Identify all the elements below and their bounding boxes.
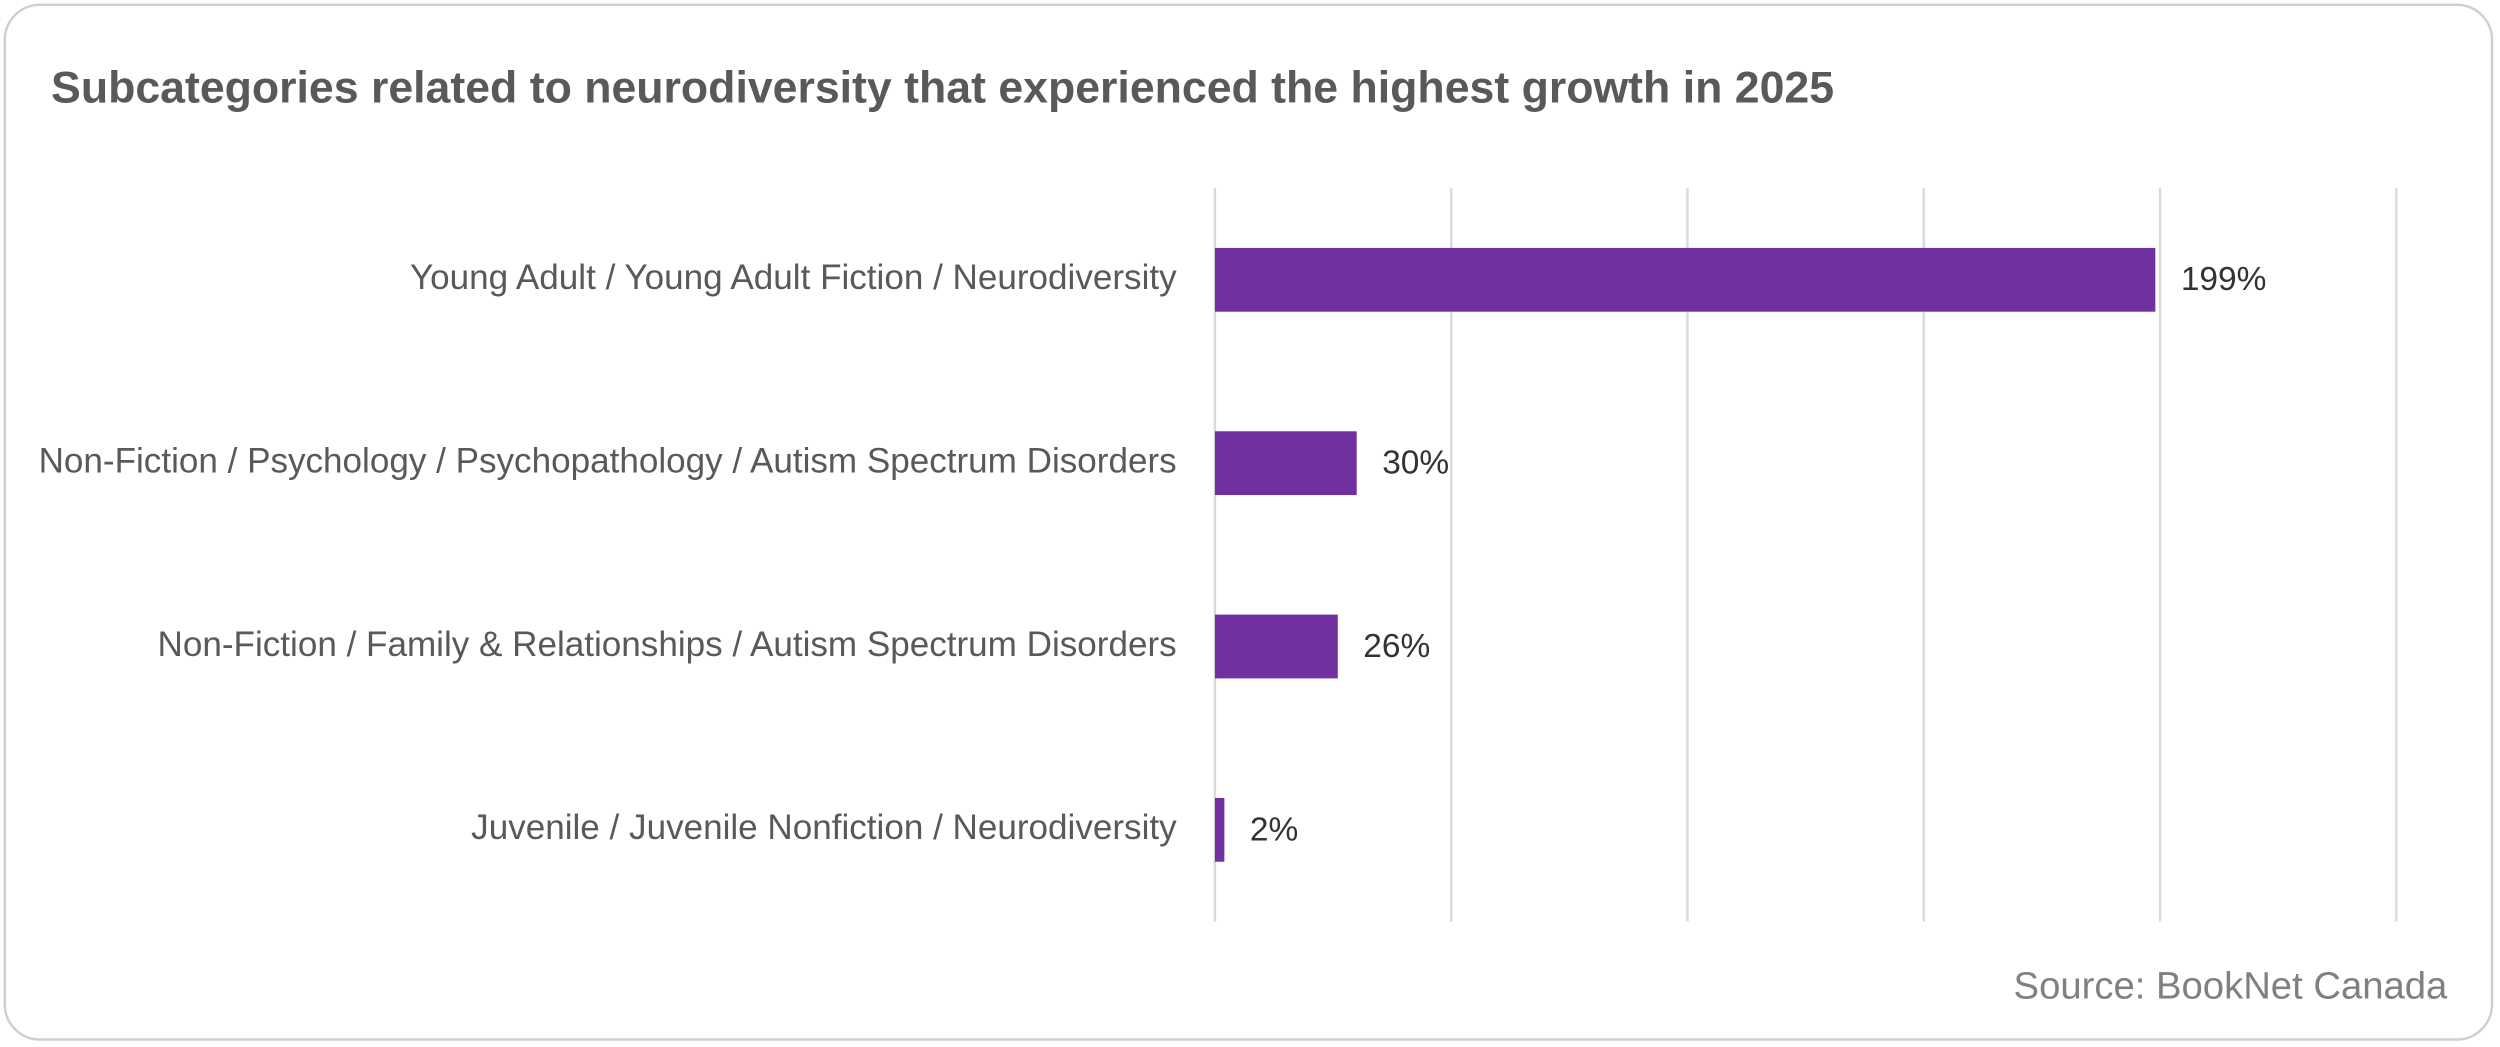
data-label: 2% xyxy=(1250,811,1298,848)
source-note: Source: BookNet Canada xyxy=(2014,965,2448,1008)
data-label: 199% xyxy=(2181,261,2267,298)
bar xyxy=(1214,614,1338,679)
y-tick-label: Non-Fiction / Family & Relationships / A… xyxy=(158,625,1177,664)
y-tick-label: Young Adult / Young Adult Fiction / Neur… xyxy=(410,258,1177,297)
bar xyxy=(1214,431,1357,496)
data-label: 26% xyxy=(1363,628,1430,665)
y-tick-label: Non-Fiction / Psychology / Psychopatholo… xyxy=(39,441,1177,480)
data-label: 30% xyxy=(1382,445,1449,482)
chart-title: Subcategories related to neurodiversity … xyxy=(51,64,1834,113)
card xyxy=(3,3,2494,1041)
y-tick-label: Juvenile / Juvenile Nonfiction / Neurodi… xyxy=(471,808,1177,847)
bar xyxy=(1214,797,1225,862)
bar xyxy=(1214,247,2156,312)
